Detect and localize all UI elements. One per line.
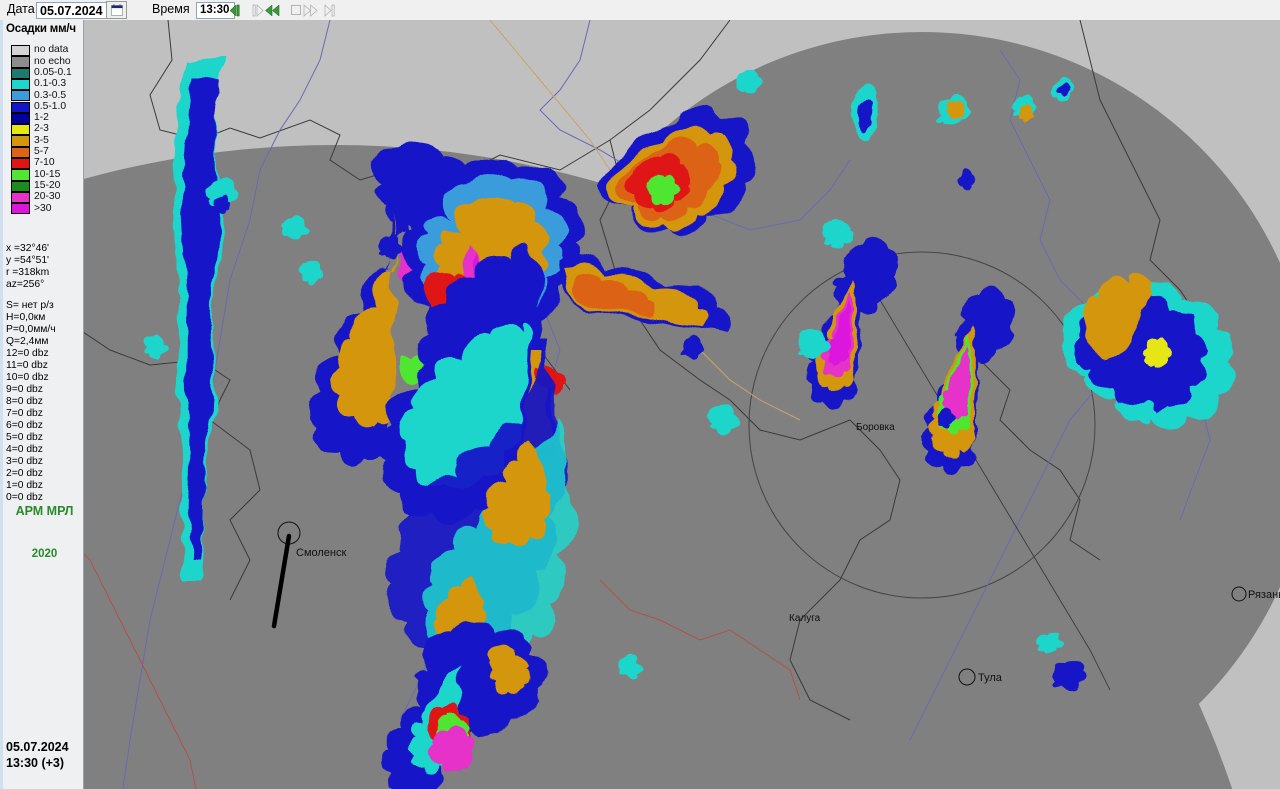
svg-text:15: 15 xyxy=(113,10,120,16)
svg-text:Смоленск: Смоленск xyxy=(296,547,346,559)
svg-text:Рязань: Рязань xyxy=(1248,589,1280,601)
svg-text:Тула: Тула xyxy=(978,672,1003,684)
svg-text:Боровка: Боровка xyxy=(856,422,895,433)
svg-text:Калуга: Калуга xyxy=(789,613,821,624)
